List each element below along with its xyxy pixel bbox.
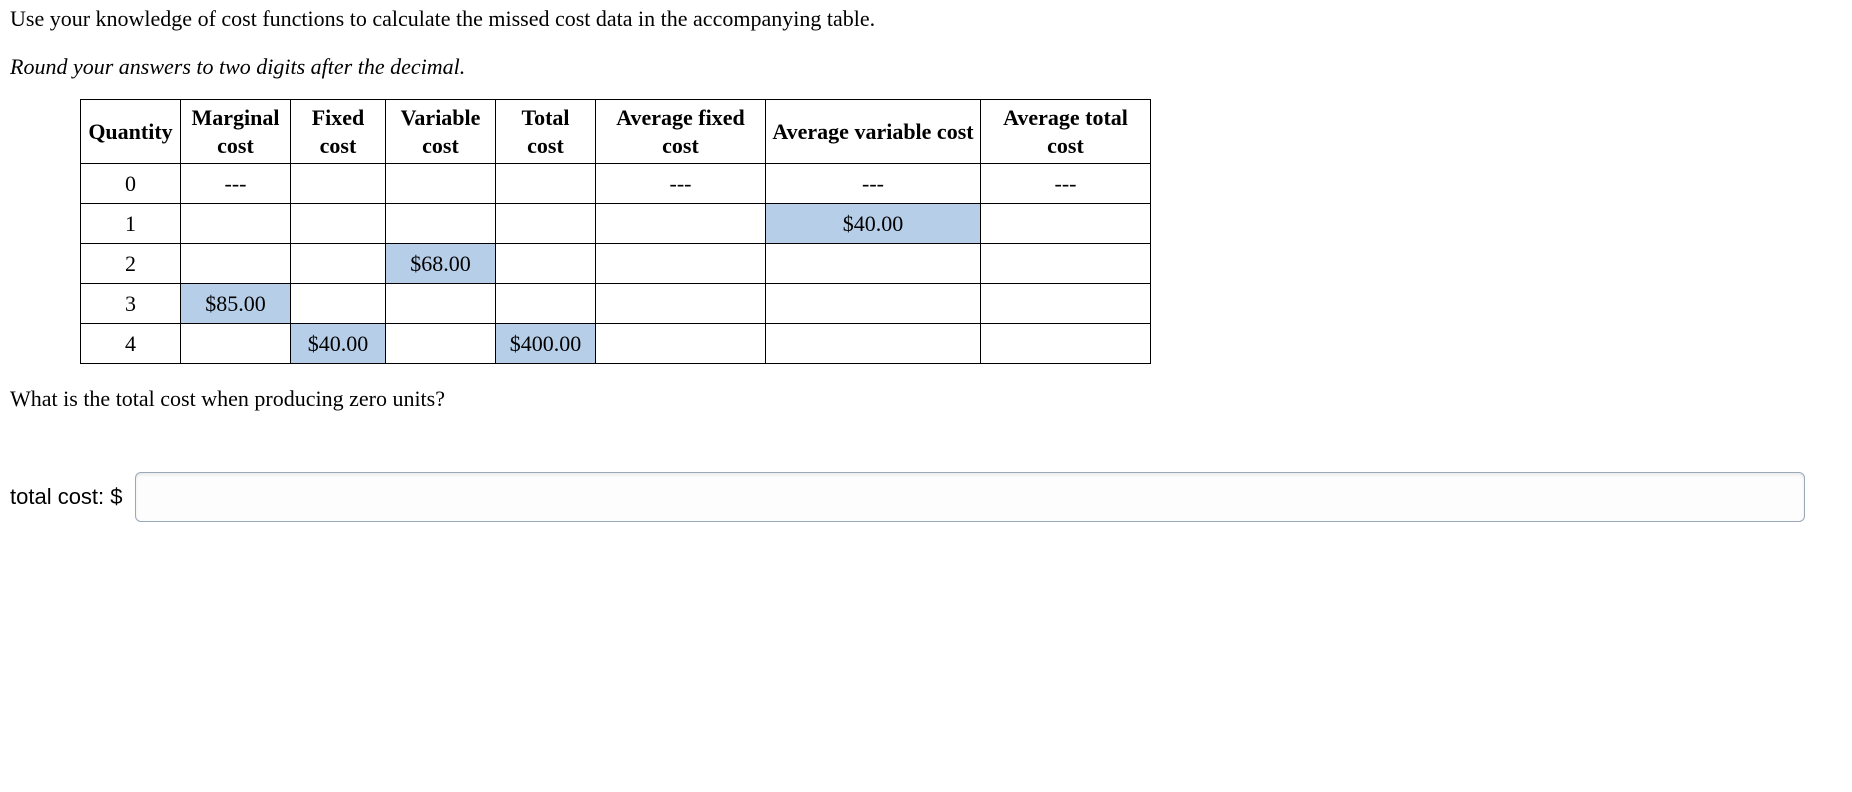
table-row: 1 $40.00 (81, 204, 1151, 244)
table-row: 2 $68.00 (81, 244, 1151, 284)
cell-variable-cost (386, 164, 496, 204)
cell-variable-cost: $68.00 (386, 244, 496, 284)
cell-quantity: 2 (81, 244, 181, 284)
col-header-quantity: Quantity (81, 100, 181, 164)
table-row: 0 --- --- --- --- (81, 164, 1151, 204)
col-header-variable-cost: Variable cost (386, 100, 496, 164)
cell-average-fixed-cost (596, 244, 766, 284)
col-header-marginal-cost: Marginal cost (181, 100, 291, 164)
answer-label: total cost: $ (10, 484, 123, 510)
cell-fixed-cost (291, 244, 386, 284)
cell-average-fixed-cost (596, 324, 766, 364)
cell-average-total-cost (981, 324, 1151, 364)
col-header-average-fixed-cost: Average fixed cost (596, 100, 766, 164)
instruction-line-2: Round your answers to two digits after t… (10, 52, 1842, 82)
table-row: 4 $40.00 $400.00 (81, 324, 1151, 364)
cell-variable-cost (386, 284, 496, 324)
cell-marginal-cost: $85.00 (181, 284, 291, 324)
cell-total-cost (496, 244, 596, 284)
cell-quantity: 0 (81, 164, 181, 204)
table-header-row: Quantity Marginal cost Fixed cost Variab… (81, 100, 1151, 164)
question-text: What is the total cost when producing ze… (10, 386, 1842, 412)
col-header-average-variable-cost: Average variable cost (766, 100, 981, 164)
cell-average-variable-cost: $40.00 (766, 204, 981, 244)
cost-table-body: 0 --- --- --- --- 1 $40.00 2 $68.00 (81, 164, 1151, 364)
cell-fixed-cost (291, 164, 386, 204)
answer-row: total cost: $ (10, 472, 1842, 522)
cell-marginal-cost: --- (181, 164, 291, 204)
cell-quantity: 3 (81, 284, 181, 324)
cell-average-total-cost (981, 204, 1151, 244)
cell-average-fixed-cost (596, 284, 766, 324)
cell-average-total-cost: --- (981, 164, 1151, 204)
cell-average-variable-cost (766, 324, 981, 364)
cell-quantity: 1 (81, 204, 181, 244)
total-cost-input[interactable] (135, 472, 1805, 522)
cell-fixed-cost (291, 204, 386, 244)
cell-total-cost (496, 204, 596, 244)
cell-fixed-cost: $40.00 (291, 324, 386, 364)
cell-average-total-cost (981, 284, 1151, 324)
cell-marginal-cost (181, 204, 291, 244)
cell-quantity: 4 (81, 324, 181, 364)
cell-average-variable-cost (766, 284, 981, 324)
instruction-line-1: Use your knowledge of cost functions to … (10, 4, 1842, 34)
cost-table: Quantity Marginal cost Fixed cost Variab… (80, 99, 1151, 364)
col-header-average-total-cost: Average total cost (981, 100, 1151, 164)
cell-average-fixed-cost: --- (596, 164, 766, 204)
col-header-fixed-cost: Fixed cost (291, 100, 386, 164)
cell-total-cost: $400.00 (496, 324, 596, 364)
col-header-total-cost: Total cost (496, 100, 596, 164)
cell-fixed-cost (291, 284, 386, 324)
cell-average-fixed-cost (596, 204, 766, 244)
cell-total-cost (496, 284, 596, 324)
cell-average-variable-cost (766, 244, 981, 284)
cell-average-total-cost (981, 244, 1151, 284)
cell-total-cost (496, 164, 596, 204)
cell-average-variable-cost: --- (766, 164, 981, 204)
cell-variable-cost (386, 204, 496, 244)
cell-variable-cost (386, 324, 496, 364)
cell-marginal-cost (181, 244, 291, 284)
table-row: 3 $85.00 (81, 284, 1151, 324)
cell-marginal-cost (181, 324, 291, 364)
